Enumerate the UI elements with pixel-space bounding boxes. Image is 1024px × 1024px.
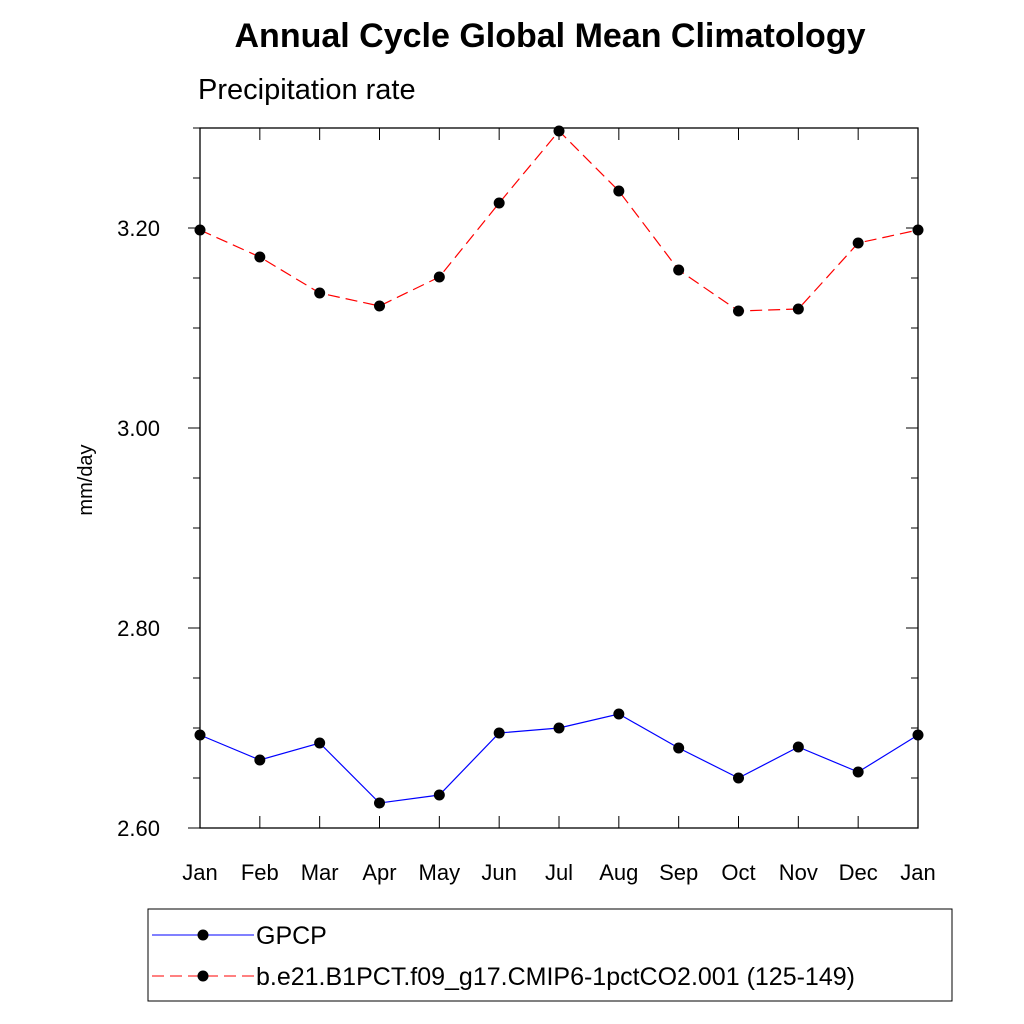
data-point [433,789,445,801]
series-line-model [199,130,919,312]
data-point [673,264,685,276]
data-point [254,251,266,263]
y-tick-label: 2.60 [117,816,160,841]
x-tick-label: Aug [599,860,638,885]
legend: GPCP b.e21.B1PCT.f09_g17.CMIP6-1pctCO2.0… [147,908,953,1002]
data-point [314,287,326,299]
data-point [374,797,385,809]
legend-marker-gpcp [197,929,209,941]
data-point [792,741,804,753]
y-tick-label: 3.00 [117,416,160,441]
data-point [194,224,206,236]
x-tick-label: Apr [362,860,396,885]
chart-subtitle: Precipitation rate [198,74,416,106]
data-point [912,729,924,741]
legend-box [147,908,953,1002]
data-point [194,729,206,741]
data-point [314,737,326,749]
y-axis-label: mm/day [75,444,97,515]
x-tick-label: May [419,860,461,885]
series-layer [194,125,924,809]
x-tick-label: Jun [481,860,516,885]
x-tick-label: Dec [839,860,878,885]
legend-label-gpcp: GPCP [256,922,327,950]
x-tick-label: Feb [241,860,279,885]
x-tick-label: Jan [182,860,217,885]
legend-label-model: b.e21.B1PCT.f09_g17.CMIP6-1pctCO2.001 (1… [256,963,855,991]
x-tick-label: Mar [301,860,339,885]
y-tick-label: 3.20 [117,216,160,241]
x-tick-label: Sep [659,860,698,885]
y-tick-label: 2.80 [117,616,160,641]
data-point [613,708,625,720]
chart-title: Annual Cycle Global Mean Climatology [235,17,866,55]
x-tick-label: Jan [900,860,935,885]
data-point [852,766,864,778]
data-point [553,722,565,734]
x-tick-label: Jul [545,860,573,885]
data-point [493,197,505,209]
x-tick-label: Nov [779,860,818,885]
data-point [374,300,385,312]
data-point [553,125,565,137]
data-point [433,271,445,283]
data-point [493,727,505,739]
legend-marker-model [197,970,209,982]
data-point [912,224,924,236]
data-point [673,742,685,754]
data-point [733,772,744,784]
x-tick-label: Oct [721,860,755,885]
axis-ticks: Jan Feb Mar Apr May Jun Jul Aug Sep Oct Nov Dec Jan 2… [117,127,936,885]
data-point [733,305,744,317]
data-point [852,237,864,249]
data-point [613,185,625,197]
data-point [792,303,804,315]
data-point [254,754,266,766]
